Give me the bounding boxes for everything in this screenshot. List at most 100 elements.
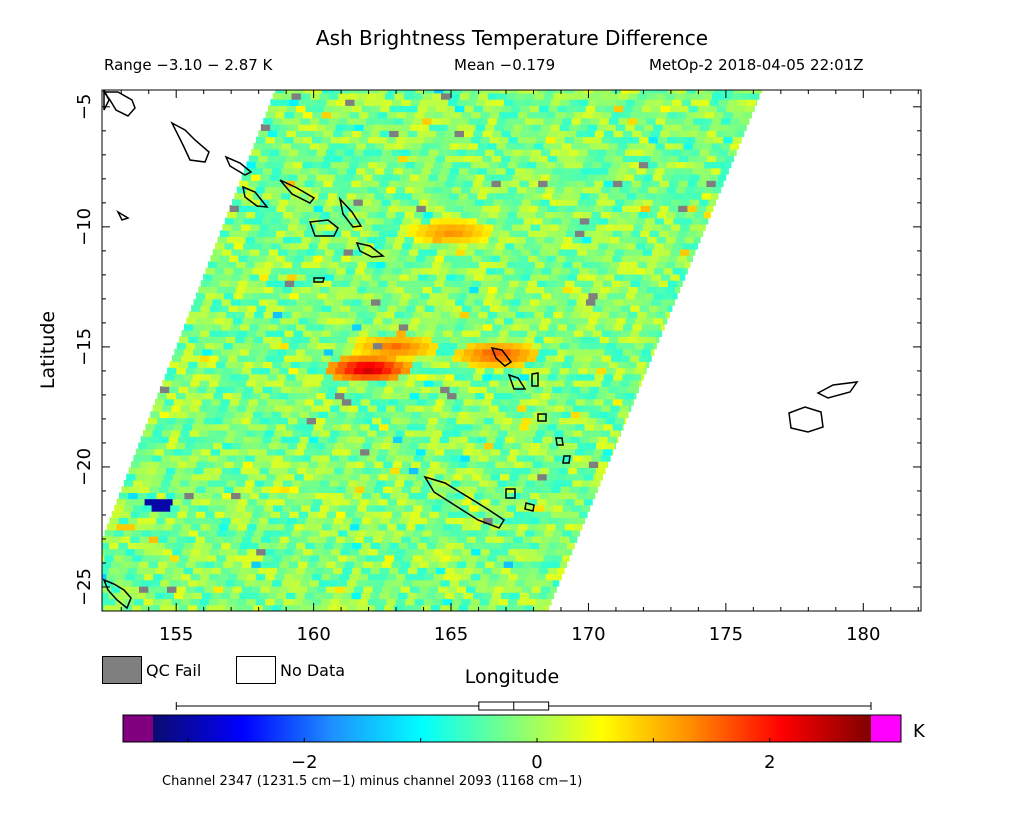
- heatmap-cell: [720, 167, 729, 175]
- heatmap-cell: [601, 136, 612, 144]
- heatmap-cell: [491, 155, 502, 163]
- heatmap-cell: [550, 99, 561, 106]
- heatmap-cell: [547, 205, 558, 212]
- heatmap-cell: [432, 211, 443, 219]
- heatmap-cell: [498, 211, 508, 219]
- heatmap-cell: [102, 561, 112, 568]
- heatmap-cell: [578, 149, 589, 156]
- heatmap-cell: [413, 504, 424, 512]
- heatmap-cell: [351, 423, 361, 431]
- heatmap-cell: [421, 411, 432, 418]
- heatmap-cell: [219, 523, 229, 531]
- heatmap-cell: [104, 554, 115, 562]
- heatmap-cell: [554, 380, 565, 387]
- heatmap-cell: [650, 180, 661, 188]
- heatmap-cell: [318, 604, 329, 611]
- heatmap-cell: [200, 330, 211, 337]
- heatmap-cell: [304, 230, 314, 237]
- heatmap-cell: [465, 224, 476, 231]
- heatmap-cell: [448, 511, 459, 518]
- heatmap-cell: [248, 398, 259, 406]
- heatmap-cell: [483, 492, 494, 500]
- heatmap-cell: [311, 161, 322, 169]
- heatmap-cell: [393, 192, 404, 200]
- heatmap-cell: [647, 211, 658, 219]
- heatmap-cell: [185, 586, 196, 593]
- heatmap-cell: [374, 242, 384, 250]
- heatmap-cell: [400, 342, 411, 350]
- heatmap-cell: [708, 199, 716, 206]
- heatmap-cell: [298, 124, 309, 131]
- heatmap-cell: [412, 361, 423, 369]
- heatmap-cell: [368, 548, 379, 556]
- heatmap-cell: [438, 149, 448, 156]
- heatmap-cell: [645, 192, 656, 200]
- heatmap-cell: [496, 554, 507, 562]
- heatmap-cell: [433, 111, 444, 119]
- heatmap-cell: [536, 598, 546, 606]
- heatmap-cell: [270, 124, 281, 131]
- heatmap-cell: [279, 174, 289, 181]
- heatmap-cell: [364, 436, 375, 443]
- heatmap-cell: [234, 411, 245, 418]
- heatmap-cell: [271, 604, 282, 611]
- heatmap-cell: [205, 486, 216, 493]
- heatmap-cell: [654, 192, 665, 200]
- heatmap-cell: [589, 436, 599, 443]
- heatmap-cell: [189, 479, 200, 487]
- heatmap-cell: [318, 386, 329, 394]
- heatmap-cell: [308, 242, 319, 250]
- heatmap-cell: [611, 305, 622, 312]
- heatmap-cell: [423, 430, 434, 437]
- heatmap-cell: [326, 99, 337, 106]
- heatmap-cell: [655, 142, 666, 150]
- heatmap-cell: [705, 90, 715, 94]
- heatmap-cell: [451, 211, 462, 219]
- heatmap-cell: [546, 255, 557, 262]
- heatmap-cell: [189, 430, 200, 437]
- heatmap-cell: [463, 155, 474, 163]
- heatmap-cell: [310, 479, 321, 487]
- heatmap-cell: [296, 105, 306, 113]
- heatmap-cell: [508, 380, 518, 387]
- heatmap-cell: [309, 142, 320, 150]
- heatmap-cell: [320, 405, 331, 412]
- heatmap-cell: [375, 92, 386, 100]
- heatmap-cell: [597, 292, 608, 300]
- heatmap-cell: [211, 542, 222, 550]
- heatmap-cell: [439, 217, 450, 225]
- heatmap-cell: [617, 436, 619, 443]
- heatmap-cell: [569, 317, 580, 325]
- heatmap-cell: [581, 504, 591, 512]
- heatmap-cell: [226, 261, 237, 269]
- heatmap-cell: [400, 417, 410, 425]
- heatmap-cell: [660, 105, 671, 113]
- heatmap-cell: [364, 217, 375, 225]
- heatmap-cell: [319, 554, 330, 562]
- heatmap-cell: [326, 511, 337, 518]
- heatmap-cell: [546, 305, 557, 312]
- heatmap-cell: [593, 280, 604, 287]
- heatmap-cell: [431, 504, 442, 512]
- heatmap-cell: [655, 311, 666, 319]
- heatmap-cell: [555, 305, 566, 312]
- heatmap-cell: [618, 142, 628, 150]
- heatmap-cell: [300, 311, 311, 319]
- heatmap-cell: [400, 149, 411, 156]
- heatmap-cell: [426, 180, 436, 188]
- heatmap-cell: [551, 461, 562, 468]
- heatmap-cell: [314, 323, 325, 331]
- heatmap-cell: [414, 211, 424, 219]
- heatmap-cell: [629, 380, 640, 387]
- heatmap-cell: [445, 567, 456, 575]
- heatmap-cell: [326, 536, 337, 543]
- heatmap-cell: [557, 155, 568, 163]
- heatmap-cell: [682, 267, 688, 275]
- heatmap-cell: [505, 411, 516, 418]
- heatmap-cell: [288, 561, 299, 568]
- heatmap-cell: [393, 217, 403, 225]
- heatmap-cell: [489, 186, 499, 194]
- heatmap-cell: [294, 423, 305, 431]
- heatmap-cell: [607, 242, 618, 250]
- heatmap-cell: [446, 417, 457, 425]
